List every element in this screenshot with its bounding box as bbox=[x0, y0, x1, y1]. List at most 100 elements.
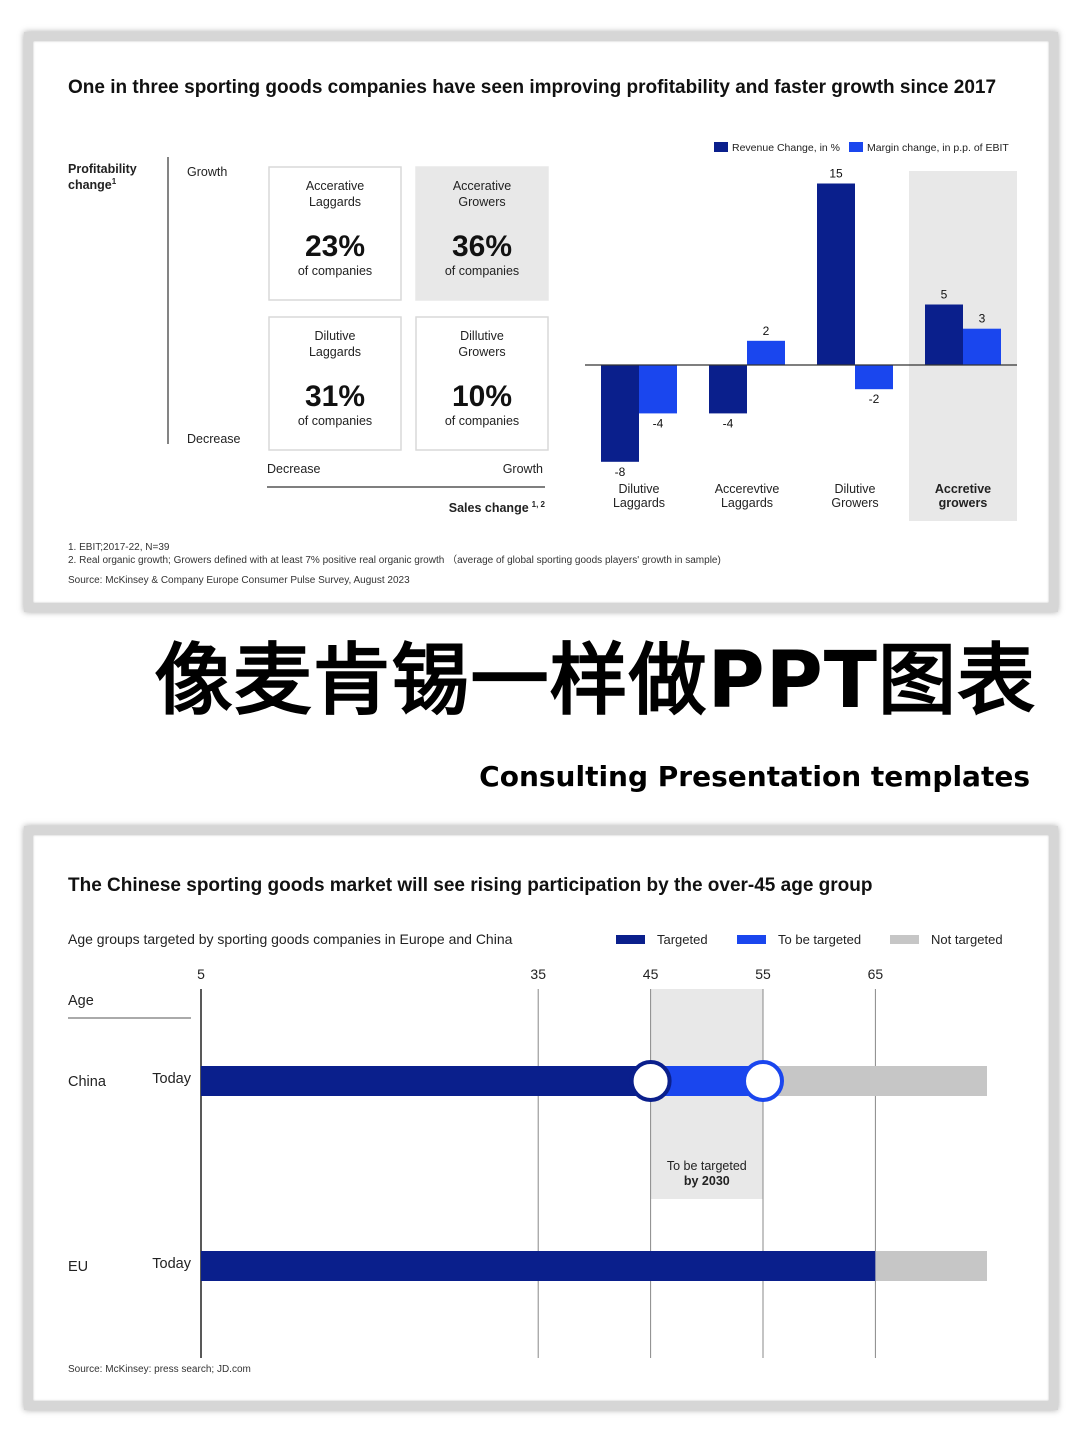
age-segment bbox=[201, 1251, 876, 1281]
age-segment bbox=[763, 1066, 987, 1096]
age-segment bbox=[201, 1066, 651, 1096]
matrix-cell-box bbox=[415, 166, 549, 301]
bar-value-label: 15 bbox=[829, 167, 843, 181]
age-tick-label: 5 bbox=[197, 966, 205, 982]
age-legend-label: Not targeted bbox=[931, 932, 1003, 947]
bar bbox=[639, 365, 677, 414]
bar-chart-legend: Revenue Change, in % Margin change, in p.… bbox=[714, 142, 1009, 154]
matrix-cell-line1: Accerative bbox=[453, 179, 511, 193]
age-chart-body: The Chinese sporting goods market will s… bbox=[68, 875, 1003, 1375]
matrix-cell-line2: Laggards bbox=[309, 195, 361, 209]
bar-value-label: -8 bbox=[615, 465, 626, 479]
matrix-cell-value: 23% bbox=[305, 230, 365, 263]
matrix-cell-line1: Accerative bbox=[306, 179, 364, 193]
x-axis-right-label: Growth bbox=[503, 462, 543, 476]
footnote-2: 2. Real organic growth; Growers defined … bbox=[68, 554, 721, 566]
row-time-label: Today bbox=[152, 1256, 191, 1272]
profitability-chart: One in three sporting goods companies ha… bbox=[68, 77, 1017, 586]
age-tick-label: 55 bbox=[755, 966, 771, 982]
matrix-cell-box bbox=[268, 316, 402, 451]
matrix-cell: Dilutive Laggards 31%of companies bbox=[268, 316, 402, 451]
row-region-label: China bbox=[68, 1074, 107, 1090]
highlight-text-1: To be targeted bbox=[667, 1159, 747, 1173]
row-region-label: EU bbox=[68, 1259, 88, 1275]
matrix-cell-value: 36% bbox=[452, 230, 512, 263]
age-legend-swatch bbox=[616, 935, 645, 944]
matrix-cell-line2: Growers bbox=[458, 195, 505, 209]
age-group-chart: The Chinese sporting goods market will s… bbox=[68, 875, 1003, 1375]
matrix-cell-sub: of companies bbox=[298, 414, 372, 428]
bar bbox=[601, 365, 639, 462]
matrix-cell-line2: Laggards bbox=[309, 345, 361, 359]
category-label: growers bbox=[939, 496, 988, 510]
matrix-cell-line2: Growers bbox=[458, 345, 505, 359]
bar-value-label: 2 bbox=[763, 324, 770, 338]
matrix-cell-line1: Dillutive bbox=[460, 329, 504, 343]
x-axis-left-label: Decrease bbox=[267, 462, 321, 476]
y-axis-top-label: Growth bbox=[187, 165, 227, 179]
age-tick-label: 45 bbox=[643, 966, 659, 982]
chart2-subtitle: Age groups targeted by sporting goods co… bbox=[68, 931, 513, 947]
chart1-title: One in three sporting goods companies ha… bbox=[68, 77, 996, 98]
legend-swatch bbox=[849, 142, 863, 152]
bar-value-label: -4 bbox=[723, 416, 734, 430]
bar bbox=[709, 365, 747, 414]
category-label: Laggards bbox=[613, 496, 665, 510]
matrix-cell: Accerative Growers 36%of companies bbox=[415, 166, 549, 301]
age-marker bbox=[629, 1060, 672, 1102]
bar bbox=[963, 328, 1001, 365]
age-axis-label: Age bbox=[68, 993, 94, 1009]
age-segment bbox=[875, 1251, 987, 1281]
matrix-cell-box bbox=[268, 166, 402, 301]
matrix-cell-sub: of companies bbox=[298, 264, 372, 278]
profitability-label-2: change1 bbox=[68, 177, 117, 192]
legend-label: Margin change, in p.p. of EBIT bbox=[867, 142, 1009, 154]
matrix-cell: Dillutive Growers 10%of companies bbox=[415, 316, 549, 451]
hero-title-cn: 像麦肯锡一样做PPT图表 bbox=[154, 636, 1036, 726]
age-legend-swatch bbox=[890, 935, 919, 944]
bar-value-label: 5 bbox=[941, 288, 948, 302]
bar bbox=[855, 365, 893, 390]
legend-swatch bbox=[714, 142, 728, 152]
hero-subtitle-en: Consulting Presentation templates bbox=[479, 760, 1030, 793]
matrix-cell-value: 31% bbox=[305, 380, 365, 413]
category-label: Growers bbox=[831, 496, 878, 510]
bar-chart: -8-4155-42-23DilutiveLaggardsAccerevtive… bbox=[585, 167, 1017, 521]
age-marker bbox=[742, 1060, 784, 1102]
category-label: Accerevtive bbox=[715, 482, 780, 496]
bar-value-label: -2 bbox=[869, 392, 880, 406]
bar-value-label: -4 bbox=[653, 416, 664, 430]
bar-value-label: 3 bbox=[979, 312, 986, 326]
bar bbox=[817, 183, 855, 365]
matrix-cell: Accerative Laggards 23%of companies bbox=[268, 166, 402, 301]
highlight-text-2: by 2030 bbox=[684, 1174, 730, 1188]
matrix-cell-sub: of companies bbox=[445, 414, 519, 428]
age-legend-label: Targeted bbox=[657, 932, 708, 947]
age-legend-label: To be targeted bbox=[778, 932, 861, 947]
y-axis-bottom-label: Decrease bbox=[187, 432, 241, 446]
age-tick-label: 65 bbox=[868, 966, 884, 982]
bar bbox=[925, 304, 963, 365]
row-time-label: Today bbox=[152, 1071, 191, 1087]
bar bbox=[747, 340, 785, 365]
sales-change-label: Sales change 1, 2 bbox=[449, 500, 546, 515]
category-label: Laggards bbox=[721, 496, 773, 510]
category-label: Dilutive bbox=[835, 482, 876, 496]
age-tick-label: 35 bbox=[530, 966, 546, 982]
footnote-1: 1. EBIT;2017-22, N=39 bbox=[68, 542, 170, 553]
category-label: Dilutive bbox=[619, 482, 660, 496]
footnote-source: Source: McKinsey & Company Europe Consum… bbox=[68, 575, 410, 586]
matrix-cell-value: 10% bbox=[452, 380, 512, 413]
profitability-label: Profitability bbox=[68, 162, 137, 176]
legend-label: Revenue Change, in % bbox=[732, 142, 840, 154]
chart2-source: Source: McKinsey: press search; JD.com bbox=[68, 1364, 251, 1375]
category-label: Accretive bbox=[935, 482, 991, 496]
age-legend-swatch bbox=[737, 935, 766, 944]
chart-card-age-groups: The Chinese sporting goods market will s… bbox=[24, 826, 1058, 1410]
matrix-cell-box bbox=[415, 316, 549, 451]
matrix-cell-line1: Dilutive bbox=[315, 329, 356, 343]
matrix-cell-sub: of companies bbox=[445, 264, 519, 278]
chart-card-profitability: One in three sporting goods companies ha… bbox=[24, 32, 1058, 612]
chart2-title: The Chinese sporting goods market will s… bbox=[68, 875, 873, 896]
